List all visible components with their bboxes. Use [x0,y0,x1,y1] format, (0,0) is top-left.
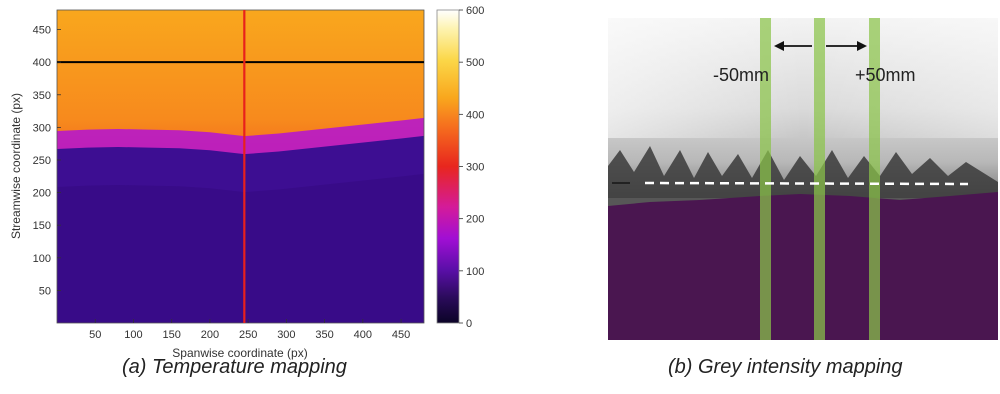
x-tick-label: 200 [201,329,219,341]
y-tick-label: 50 [39,285,51,297]
y-tick-label: 100 [33,253,51,265]
caption-panel-b: (b) Grey intensity mapping [668,356,903,378]
arrow-right-icon [826,41,867,51]
colorbar-tick-label: 300 [466,162,484,174]
y-axis-label: Streamwise coordinate (px) [9,93,23,239]
x-tick-label: 350 [315,329,333,341]
colorbar-tick-label: 500 [466,57,484,69]
colorbar-tick-label: 0 [466,318,472,330]
y-tick-label: 350 [33,90,51,102]
colorbar-ticks: 0 100 200 300 400 500 600 [459,5,484,330]
arrow-left-icon [774,41,812,51]
green-band-center [814,18,825,340]
grey-haze [608,18,998,138]
y-tick-label: 450 [33,25,51,37]
x-tick-label: 450 [392,329,410,341]
lower-purple-region [608,192,998,340]
colorbar-tick-label: 400 [466,109,484,121]
caption-panel-a: (a) Temperature mapping [122,356,347,378]
x-tick-label: 250 [239,329,257,341]
heatmap-cool-deep [57,173,424,323]
heatmap-frame [56,9,425,324]
colorbar-tick-label: 200 [466,214,484,226]
x-tick-label: 50 [89,329,101,341]
temperature-heatmap: 50 100 150 200 250 300 350 400 450 50 100 150 200 25… [9,5,484,360]
smoke-front [608,146,998,206]
x-tick-label: 300 [277,329,295,341]
y-tick-label: 250 [33,155,51,167]
dashed-front-line [644,181,969,186]
colorbar [436,9,460,324]
x-axis-ticks: 50 100 150 200 250 300 350 400 450 [89,319,410,341]
y-tick-label: 150 [33,220,51,232]
y-axis-ticks: 50 100 150 200 250 300 350 400 450 [33,25,61,297]
green-band-right [869,18,880,340]
grey-intensity-image: -50mm +50mm [608,18,998,340]
y-tick-label: 400 [33,57,51,69]
x-axis-label: Spanwise coordinate (px) [172,346,307,360]
x-tick-label: 150 [163,329,181,341]
y-tick-label: 300 [33,122,51,134]
x-tick-label: 100 [124,329,142,341]
colorbar-tick-label: 100 [466,266,484,278]
x-tick-label: 400 [354,329,372,341]
green-band-left [760,18,771,340]
annotation-plus-50mm: +50mm [855,65,916,85]
y-tick-label: 200 [33,188,51,200]
annotation-minus-50mm: -50mm [713,65,769,85]
colorbar-tick-label: 600 [466,5,484,17]
